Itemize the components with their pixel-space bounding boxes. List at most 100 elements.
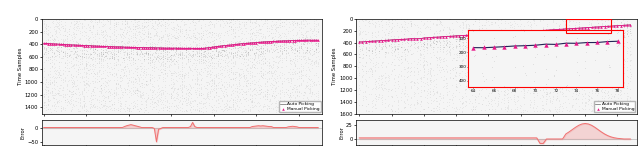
Point	[113, 33, 124, 35]
Point	[170, 71, 180, 73]
Point	[149, 86, 159, 89]
Point	[358, 56, 368, 58]
Point	[120, 43, 130, 46]
Point	[237, 109, 247, 112]
Point	[105, 38, 115, 40]
Point	[118, 49, 128, 51]
Point	[60, 99, 70, 101]
Point	[381, 52, 391, 54]
Point	[438, 35, 449, 38]
Point	[205, 20, 215, 22]
Point	[113, 47, 123, 49]
Point	[102, 80, 112, 83]
Point	[41, 41, 51, 43]
Point	[148, 52, 158, 54]
Manual Picking	[81, 45, 92, 47]
Point	[479, 76, 490, 78]
Point	[480, 37, 490, 39]
Point	[528, 18, 538, 20]
Point	[122, 31, 132, 33]
Point	[496, 55, 506, 58]
Point	[405, 104, 415, 106]
Point	[196, 77, 207, 79]
Point	[358, 45, 368, 47]
Point	[191, 76, 202, 79]
Point	[273, 26, 283, 28]
Point	[130, 90, 140, 92]
Point	[554, 75, 564, 77]
Point	[249, 58, 259, 60]
Point	[307, 54, 317, 57]
Point	[435, 102, 445, 104]
Point	[141, 26, 152, 28]
Point	[567, 41, 577, 44]
Point	[409, 81, 419, 83]
Manual Picking	[470, 34, 481, 36]
Point	[400, 68, 410, 70]
Point	[438, 34, 449, 37]
Point	[367, 31, 377, 33]
Point	[625, 60, 636, 62]
Point	[40, 29, 51, 32]
Point	[100, 77, 110, 80]
Point	[196, 110, 207, 112]
Point	[612, 28, 623, 30]
Point	[626, 42, 636, 45]
Point	[130, 48, 140, 51]
Point	[612, 106, 622, 109]
Point	[177, 77, 187, 79]
Point	[58, 79, 68, 81]
Point	[548, 68, 559, 70]
Point	[188, 50, 198, 52]
Point	[115, 52, 125, 54]
Point	[147, 69, 157, 71]
Point	[88, 25, 98, 28]
Point	[393, 45, 403, 47]
Point	[49, 97, 59, 99]
Legend: Auto Picking, Manual Picking: Auto Picking, Manual Picking	[593, 101, 636, 112]
Point	[109, 92, 119, 95]
Point	[151, 34, 161, 37]
Point	[143, 51, 153, 54]
Point	[85, 102, 95, 105]
Point	[147, 88, 157, 91]
Point	[122, 108, 132, 111]
Point	[138, 26, 148, 28]
Point	[506, 75, 516, 77]
Point	[42, 25, 52, 27]
Point	[580, 102, 591, 104]
Point	[51, 76, 61, 79]
Point	[260, 41, 270, 44]
Point	[499, 66, 509, 68]
Point	[43, 44, 53, 47]
Point	[132, 24, 143, 26]
Point	[177, 97, 187, 99]
Point	[138, 45, 148, 47]
Point	[239, 91, 249, 93]
Point	[98, 53, 108, 55]
Manual Picking	[367, 40, 378, 42]
Point	[409, 93, 419, 96]
Point	[51, 50, 61, 52]
Point	[113, 83, 124, 85]
Point	[500, 44, 510, 47]
Point	[625, 104, 635, 106]
Point	[438, 97, 448, 99]
Point	[364, 61, 374, 63]
Point	[470, 56, 480, 58]
Point	[583, 98, 593, 100]
Point	[448, 77, 458, 79]
Point	[522, 24, 532, 26]
Point	[239, 75, 249, 77]
Point	[403, 95, 413, 98]
Point	[190, 83, 200, 85]
Point	[583, 45, 593, 47]
Point	[200, 44, 211, 46]
Manual Picking	[483, 33, 493, 35]
Point	[548, 47, 558, 50]
Point	[419, 43, 429, 46]
Point	[292, 67, 302, 69]
Point	[412, 24, 422, 26]
Point	[294, 26, 304, 28]
Point	[255, 55, 266, 57]
